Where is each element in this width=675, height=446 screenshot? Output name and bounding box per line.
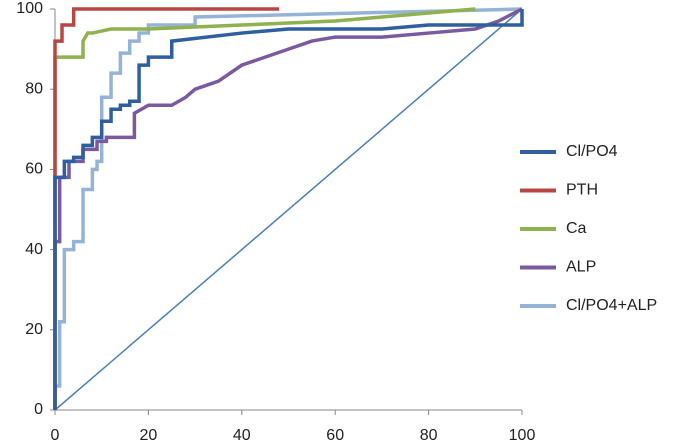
roc-line xyxy=(53,7,280,410)
x-tick-label: 60 xyxy=(326,427,344,444)
legend-label: ALP xyxy=(566,259,596,276)
y-tick-label: 40 xyxy=(25,241,43,258)
legend-label: Cl/PO4+ALP xyxy=(566,297,657,314)
roc-line xyxy=(53,9,524,410)
roc-line xyxy=(53,7,476,242)
y-tick-label: 20 xyxy=(25,321,43,338)
legend-label: PTH xyxy=(566,182,598,199)
x-tick-label: 100 xyxy=(509,427,536,444)
legend-label: Ca xyxy=(566,220,587,237)
roc-line xyxy=(53,7,523,410)
y-tick-label: 60 xyxy=(25,161,43,178)
y-tick-label: 100 xyxy=(16,0,43,17)
x-tick-label: 80 xyxy=(420,427,438,444)
reference-line xyxy=(54,8,523,411)
y-tick-label: 0 xyxy=(34,401,43,418)
x-tick-label: 40 xyxy=(233,427,251,444)
roc-line xyxy=(53,7,523,410)
x-tick-label: 0 xyxy=(51,427,60,444)
legend-label: Cl/PO4 xyxy=(566,143,618,160)
y-tick-label: 80 xyxy=(25,80,43,97)
x-tick-label: 20 xyxy=(140,427,158,444)
